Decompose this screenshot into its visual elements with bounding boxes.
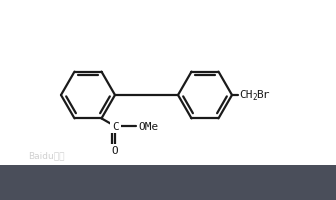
Text: 2: 2 [252,93,257,102]
Text: Baidu百科: Baidu百科 [28,151,65,160]
Text: C: C [112,122,119,132]
Text: Br: Br [256,90,269,100]
Text: O: O [112,146,118,156]
Bar [0,165,336,200]
Text: OMe: OMe [138,122,159,132]
Text: CH: CH [239,90,252,100]
